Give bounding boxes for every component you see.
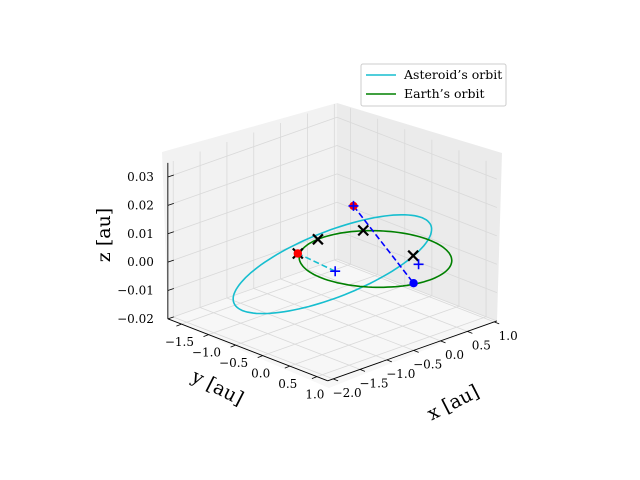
axis-lines	[167, 162, 498, 382]
grid-z-right	[336, 145, 498, 208]
tick-labels: −1.5−1.0−0.50.00.51.01.00.50.0−0.5−1.0−1…	[117, 170, 518, 402]
x-tick-label: 0.0	[251, 367, 270, 381]
grid-y-floor	[334, 259, 495, 323]
grid-z-left	[167, 230, 338, 291]
plus-marker	[413, 259, 424, 270]
x-axis-label: x [au]	[424, 381, 483, 426]
grid-y-floor	[253, 288, 414, 351]
x-tick-mark	[257, 355, 263, 358]
z-tick-label: 0.00	[127, 255, 154, 269]
z-tick-mark	[167, 231, 174, 235]
y-tick-mark	[359, 369, 366, 372]
x-tick-mark	[230, 344, 236, 348]
grid-z-left	[167, 258, 338, 320]
x-tick-mark	[203, 334, 209, 337]
back-left-pane	[162, 103, 337, 319]
grid-x-floor	[289, 305, 460, 367]
grid-z-left	[167, 201, 338, 263]
grid-z-right	[336, 230, 498, 293]
z-tick-label: −0.02	[117, 312, 154, 326]
z-tick-mark	[167, 259, 174, 263]
grid-z-right	[336, 258, 498, 322]
z-tick-label: 0.02	[127, 198, 154, 212]
grid-z-right	[336, 201, 498, 265]
legend-label-earth: Earth’s orbit	[404, 86, 485, 101]
grid-x-floor	[316, 316, 487, 377]
back-right-pane	[337, 103, 502, 321]
legend: Asteroid’s orbit Earth’s orbit	[360, 63, 507, 107]
y-axis-line	[327, 320, 498, 382]
z-tick-mark	[167, 174, 174, 178]
orbit-line-0	[232, 214, 433, 315]
x-tick-label: 1.0	[305, 388, 324, 402]
grid-y-floor	[226, 297, 387, 361]
grid-y-floor	[280, 278, 441, 342]
legend-frame	[360, 63, 507, 107]
y-tick-label: 0.5	[472, 338, 491, 352]
x-axis-line	[167, 318, 328, 382]
orbit-series	[232, 214, 453, 315]
connector-line-1	[297, 252, 336, 272]
x-tick-label: −1.0	[192, 346, 221, 360]
z-tick-label: 0.03	[127, 170, 154, 184]
y-tick-label: −1.5	[359, 376, 388, 390]
grid-y-floor	[173, 316, 334, 380]
grid-y-floor	[307, 269, 468, 332]
orbit-line-1	[298, 229, 453, 289]
grid-y-floor	[199, 307, 361, 370]
y-tick-mark	[494, 321, 500, 325]
grid-z-right	[336, 173, 498, 237]
z-tick-mark	[167, 203, 174, 206]
legend-label-asteroid: Asteroid’s orbit	[403, 67, 502, 82]
y-tick-label: 0.0	[445, 348, 464, 362]
x-tick-label: 0.5	[278, 377, 297, 391]
plus-marker	[330, 266, 341, 277]
y-tick-mark	[332, 378, 339, 382]
plus-marker	[348, 200, 359, 211]
x-tick-label: −1.5	[165, 335, 194, 349]
z-tick-mark	[167, 316, 174, 320]
x-tick-mark	[284, 365, 290, 369]
grid-z-left	[167, 116, 338, 178]
grid-x-floor	[181, 263, 351, 325]
x-tick-label: −0.5	[219, 356, 248, 370]
grid-lines	[167, 103, 498, 380]
y-tick-mark	[467, 331, 473, 334]
dot-marker	[293, 249, 303, 258]
cross-marker	[357, 224, 370, 237]
z-axis-label: z [au]	[93, 208, 115, 262]
cross-marker	[407, 249, 419, 262]
grid-x-floor	[235, 284, 405, 346]
connector-line-0	[352, 205, 415, 284]
connector-lines	[297, 205, 415, 284]
y-tick-label: −2.0	[333, 386, 362, 400]
cross-marker	[312, 233, 324, 246]
event-markers	[292, 200, 424, 288]
y-tick-label: −0.5	[413, 357, 442, 371]
x-tick-mark	[311, 376, 318, 379]
dot-marker	[409, 279, 418, 288]
x-tick-mark	[176, 323, 182, 327]
z-tick-label: −0.01	[117, 283, 154, 297]
grid-z-left	[167, 173, 338, 235]
grid-x-floor	[262, 295, 432, 356]
z-tick-mark	[167, 288, 174, 291]
z-tick-label: 0.01	[127, 227, 154, 241]
y-tick-label: −1.0	[386, 367, 415, 381]
grid-z-right	[336, 116, 498, 180]
y-axis-label: y [au]	[187, 365, 247, 410]
grid-z-left	[167, 145, 338, 206]
y-tick-mark	[413, 350, 419, 353]
y-tick-label: 1.0	[499, 329, 518, 343]
y-tick-mark	[440, 340, 446, 344]
y-tick-mark	[386, 359, 392, 363]
